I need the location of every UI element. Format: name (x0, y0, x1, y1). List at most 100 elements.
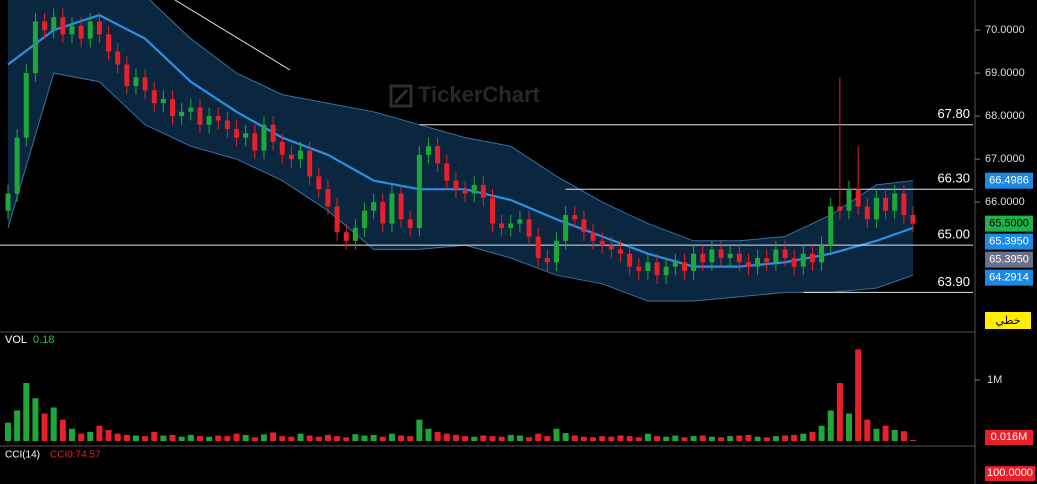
candle-body (426, 146, 432, 155)
levels: 67.80 66.30 65.00 63.90 (0, 106, 973, 293)
candle-body (298, 150, 304, 160)
watermark-text: TickerChart (418, 82, 541, 107)
volume-bar (5, 422, 11, 441)
volume-bar (388, 433, 395, 441)
candle-body (581, 219, 587, 233)
volume-bar (663, 436, 670, 441)
candle-body (334, 206, 340, 233)
candle-body (124, 64, 130, 87)
cci-tick-label: 100.0000 (987, 467, 1033, 479)
candle-body (206, 116, 212, 125)
volume-bar (334, 436, 341, 441)
volume-bar (910, 440, 916, 441)
volume-bar (727, 436, 734, 441)
volume-bar (132, 435, 139, 441)
volume-title: VOL (5, 334, 27, 346)
candle-body (837, 206, 843, 211)
candle-body (791, 258, 797, 267)
candle-body (398, 193, 404, 220)
candle-body (617, 249, 623, 254)
candle-body (279, 141, 285, 155)
volume-bar (297, 433, 304, 441)
candle-body (23, 73, 29, 138)
candle-body (307, 150, 313, 177)
volume-bar (654, 436, 661, 441)
volume-bar (891, 430, 898, 441)
candle-body (910, 215, 916, 224)
volume-bar (370, 434, 377, 441)
candle-body (87, 21, 93, 39)
y-tick-label: 66.0000 (985, 196, 1025, 208)
candle-body (563, 215, 569, 241)
volume-bar (306, 435, 313, 441)
y-tick-label: 70.0000 (985, 24, 1025, 36)
candle-body (380, 202, 386, 224)
scale-button-label[interactable]: خطي (996, 315, 1021, 327)
candle-body (736, 253, 742, 263)
candle-body (627, 253, 633, 267)
candle-body (133, 77, 139, 87)
volume-bar (87, 431, 94, 441)
volume-bar (160, 435, 167, 441)
candle-body (5, 193, 11, 211)
candle-body (352, 227, 358, 241)
candle-body (407, 219, 413, 228)
volume-bar (846, 413, 853, 441)
volume-bar (315, 436, 322, 441)
volume-bar (489, 436, 496, 441)
scale-button[interactable]: خطي (985, 312, 1031, 329)
volume-bar (836, 383, 843, 441)
volume-last-badge (985, 430, 1033, 445)
scale-button-bg[interactable] (985, 312, 1031, 329)
volume-bar (681, 437, 688, 441)
candles (5, 8, 916, 284)
volume-bar (690, 436, 697, 441)
volume-bar (260, 434, 267, 441)
volume-bar (516, 435, 523, 441)
volume-bar (855, 349, 862, 441)
candle-body (371, 202, 377, 211)
volume-bar (41, 413, 48, 441)
candle-body (499, 223, 505, 228)
candle-body (471, 184, 477, 194)
candle-body (78, 25, 84, 39)
volume-bar (196, 436, 203, 441)
candle-body (526, 219, 532, 237)
price-badge (985, 233, 1033, 250)
candle-body (60, 17, 66, 35)
volume-bar (462, 436, 469, 441)
axis: 70.0000 69.0000 68.0000 67.0000 66.0000 66.49… (975, 24, 1035, 482)
candle-body (553, 240, 559, 263)
volume-bar (105, 430, 112, 441)
candle-body (51, 17, 57, 31)
candle-body (188, 107, 194, 112)
volume-bar (14, 410, 21, 441)
volume-bar (59, 419, 66, 441)
price-badge-label: 65.3950 (989, 254, 1029, 266)
volume-bar (178, 436, 185, 441)
volume-current: 0.18 (33, 334, 54, 346)
candle-body (444, 163, 450, 181)
candle-body (901, 193, 907, 216)
price-badge (985, 215, 1033, 232)
volume-bar (809, 431, 816, 441)
volume-bar (324, 434, 331, 441)
candle-body (215, 116, 221, 121)
cci-tick-badge (985, 466, 1035, 482)
candle-body (115, 51, 121, 65)
volume-bar (23, 383, 30, 441)
volume-bar (882, 425, 889, 441)
candle-body (709, 249, 715, 263)
volume-bar (361, 435, 368, 441)
trend-line (174, 0, 291, 71)
candle-body (745, 262, 751, 267)
candle-body (69, 25, 75, 35)
price-badge (985, 251, 1033, 268)
candle-body (645, 262, 651, 271)
candle-body (389, 193, 395, 224)
candle-body (343, 232, 349, 241)
candle-body (42, 21, 48, 31)
candle-body (809, 253, 815, 263)
candle-body (636, 266, 642, 271)
